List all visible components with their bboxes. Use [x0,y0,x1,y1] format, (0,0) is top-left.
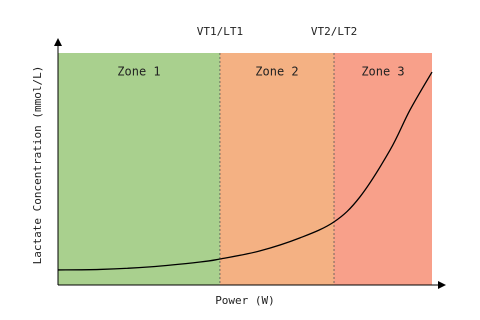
zone [334,53,432,285]
zone [58,53,220,285]
zone-label: Zone 1 [117,65,160,79]
y-axis-label: Lactate Concentration (mmol/L) [31,66,44,265]
thresholds: VT1/LT1 VT2/LT2 [197,25,357,285]
x-axis-label: Power (W) [215,294,275,307]
threshold-label: VT1/LT1 [197,25,243,38]
zones: Zone 1 Zone 2 Zone 3 [58,53,432,285]
zone [219,53,335,285]
curve [57,71,433,271]
zone-label: Zone 3 [361,65,404,79]
zone-label: Zone 2 [255,65,298,79]
threshold-label: VT2/LT2 [311,25,357,38]
